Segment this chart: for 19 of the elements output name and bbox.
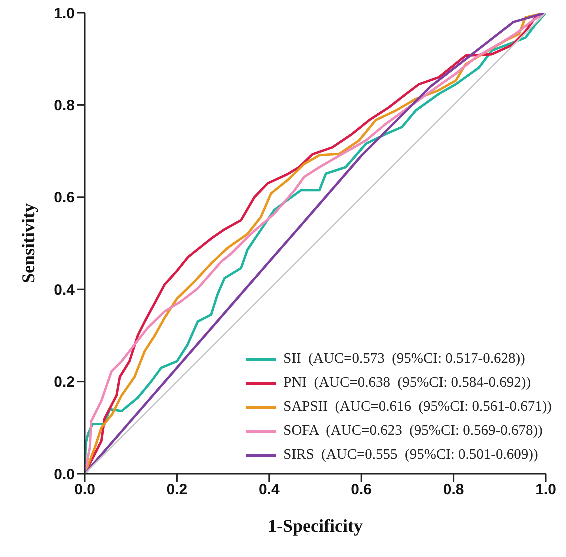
y-tick-label: 1.0 (54, 5, 75, 22)
legend-label: SIRS (AUC=0.555 (95%CI: 0.501-0.609)) (284, 446, 538, 464)
legend-label: SOFA (AUC=0.623 (95%CI: 0.569-0.678)) (284, 422, 543, 440)
x-axis-title: 1-Specificity (268, 516, 363, 536)
legend-label: PNI (AUC=0.638 (95%CI: 0.584-0.692)) (284, 374, 532, 392)
legend-label: SAPSII (AUC=0.616 (95%CI: 0.561-0.671)) (284, 398, 552, 416)
y-tick-label: 0.4 (54, 282, 76, 299)
x-tick-label: 0.4 (258, 482, 280, 499)
y-tick-label: 0.6 (54, 190, 75, 207)
x-tick-label: 0.8 (443, 482, 464, 499)
legend-label: SII (AUC=0.573 (95%CI: 0.517-0.628)) (284, 350, 526, 368)
x-tick-label: 0.2 (166, 482, 188, 499)
x-tick-label: 0.0 (74, 482, 96, 499)
y-tick-label: 0.0 (54, 466, 75, 484)
y-axis-title: Sensitivity (18, 203, 38, 284)
y-tick-label: 0.2 (54, 374, 75, 392)
x-tick-label: 1.0 (536, 482, 556, 499)
y-tick-label: 0.8 (54, 98, 75, 115)
x-tick-label: 0.6 (351, 482, 372, 499)
